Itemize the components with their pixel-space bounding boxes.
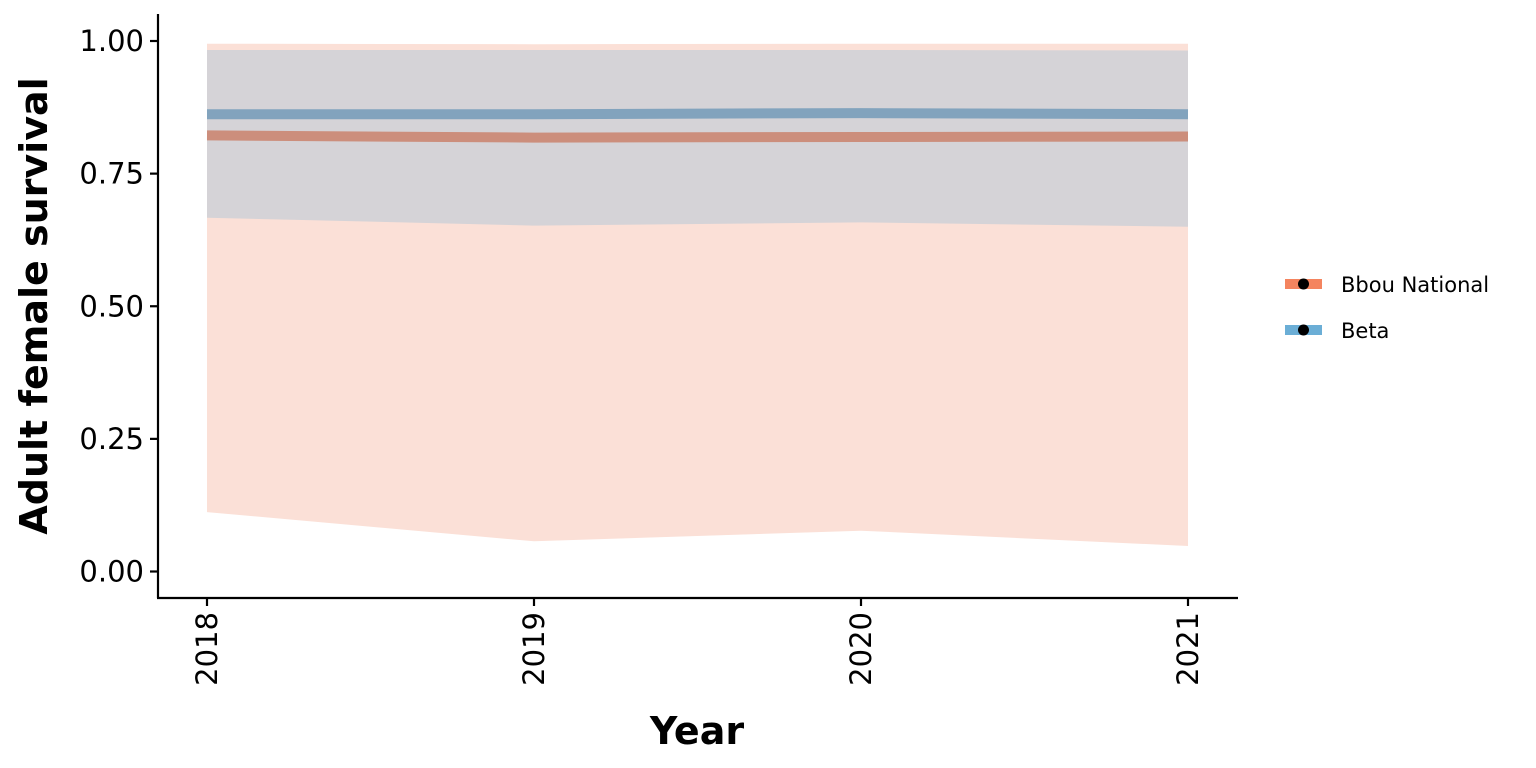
y-tick-label: 1.00 [79, 24, 144, 58]
mean-line-beta [207, 108, 1189, 120]
y-axis-title: Adult female survival [12, 77, 56, 534]
legend: Bbou National Beta [1285, 273, 1489, 343]
legend-label-bbou-national: Bbou National [1341, 273, 1489, 297]
legend-item-beta: Beta [1285, 319, 1389, 343]
legend-label-beta: Beta [1341, 319, 1389, 343]
y-ticks: 0.00 0.25 0.50 0.75 1.00 [79, 24, 158, 589]
y-tick-label: 0.00 [79, 555, 144, 589]
x-ticks: 2018 2019 2020 2021 [190, 598, 1205, 686]
y-tick-label: 0.50 [79, 289, 144, 323]
legend-item-bbou-national: Bbou National [1285, 273, 1489, 297]
x-tick-label: 2019 [517, 612, 551, 686]
x-tick-label: 2018 [190, 612, 224, 686]
mean-line-bbou-national [206, 130, 1189, 143]
y-tick-label: 0.75 [79, 157, 144, 191]
legend-point-beta [1298, 324, 1309, 336]
x-tick-label: 2020 [844, 612, 878, 686]
legend-point-bbou-national [1298, 278, 1309, 290]
y-tick-label: 0.25 [79, 422, 144, 456]
x-axis-title: Year [649, 709, 744, 753]
x-tick-label: 2021 [1171, 612, 1205, 686]
mean-lines-layer [206, 108, 1189, 143]
